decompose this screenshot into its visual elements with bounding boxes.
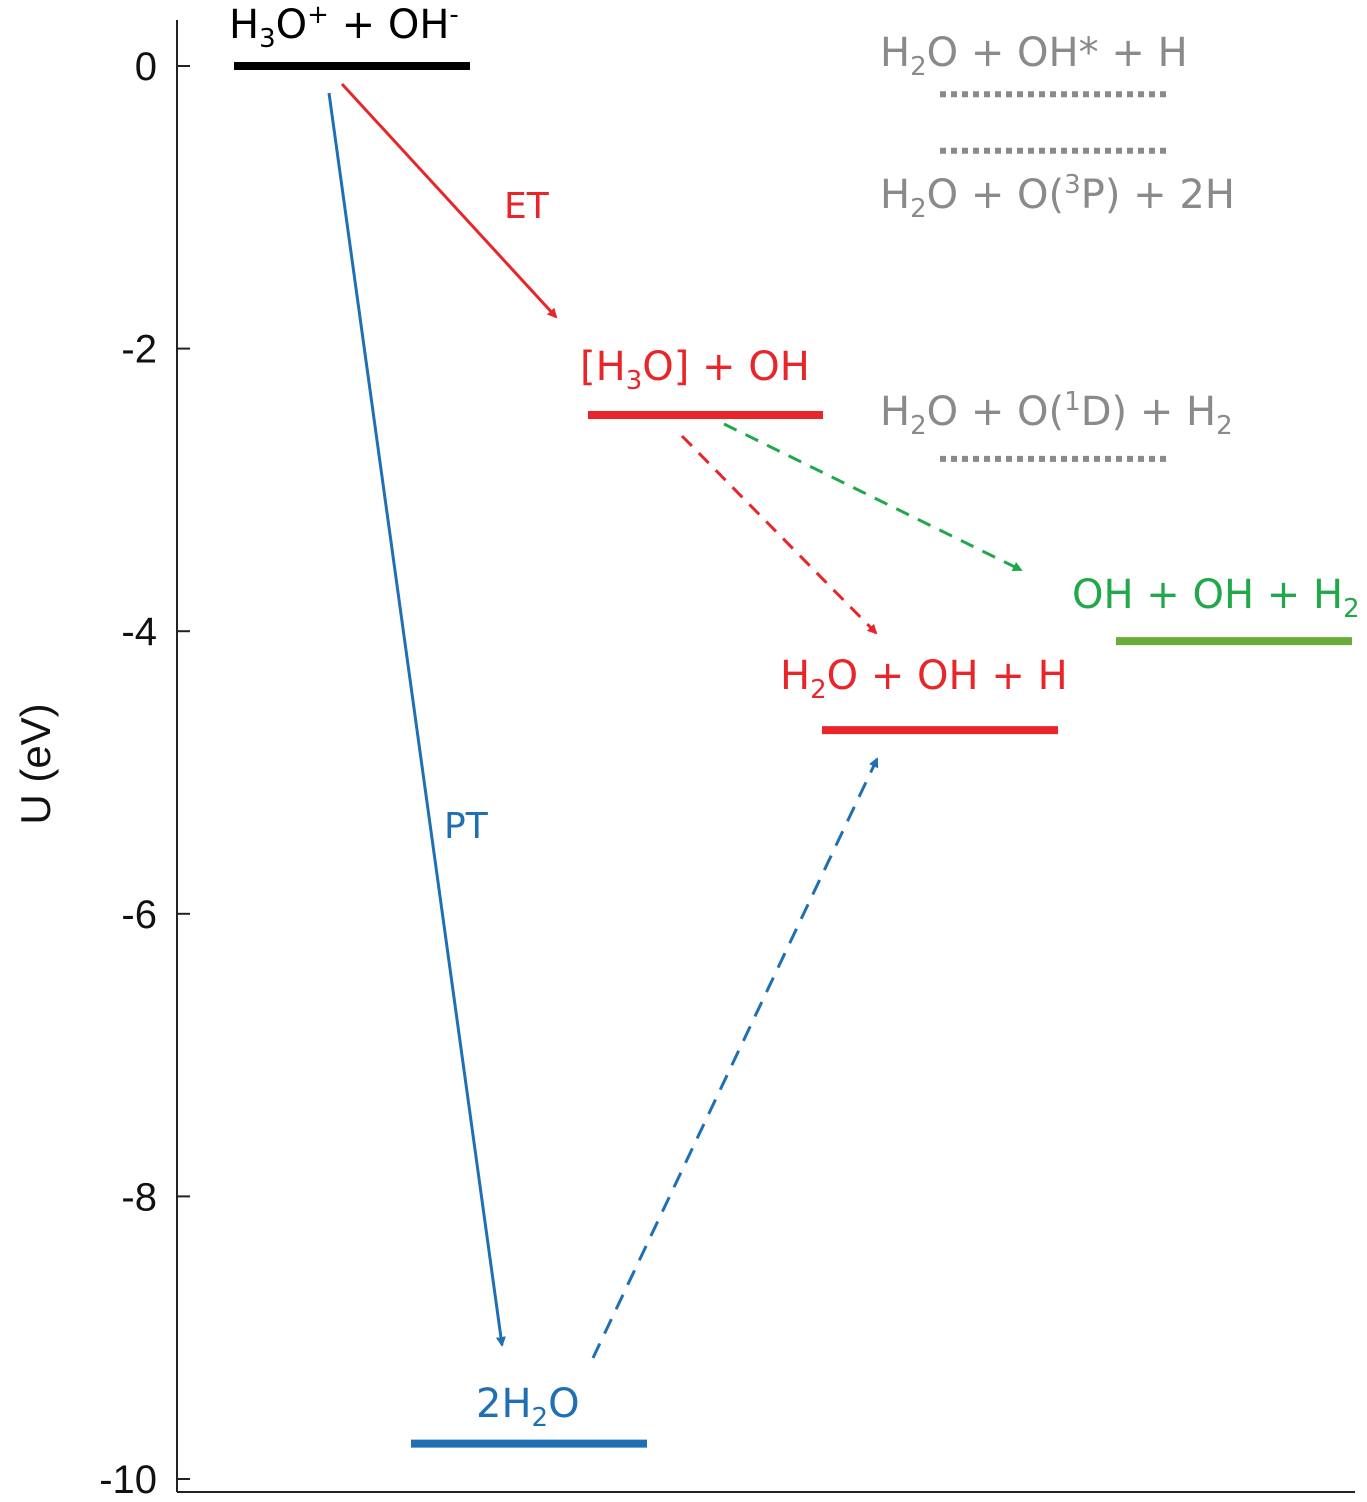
green-dashed-arrow [723,422,1023,572]
energy-levels [234,62,1352,1448]
pt-arrow-label: PT [444,806,489,847]
transition-arrows: ET PT [327,82,1023,1359]
y-tick-label: -10 [99,1458,157,1502]
label-h2o-o3p-2h: H2​O + O(3​P) + 2H [880,170,1235,224]
et-arrow-label: ET [504,186,550,227]
y-ticks: 0 -2 -4 -6 -8 -10 [99,45,190,1502]
y-tick-label: -2 [121,328,157,372]
y-tick-label: -6 [121,893,157,937]
level-labels: H3​O+​ + OH-​ [H3​O] + OH H2​O + OH + H … [229,0,1360,1433]
y-tick-label: 0 [135,45,157,89]
label-h2o-oh-star-h: H2​O + OH* + H [880,30,1188,82]
axes [176,20,1355,1493]
label-2h2o: 2H2​O [476,1381,580,1433]
y-tick-label: -4 [121,610,157,654]
blue-dashed-arrow [591,757,879,1359]
red-dashed-arrow [680,434,878,635]
pt-arrow [327,92,506,1347]
label-h2o-oh-h: H2​O + OH + H [780,653,1068,705]
label-h3o-oh: H3​O+​ + OH-​ [229,0,459,54]
label-oh-oh-h2: OH + OH + H2​ [1072,572,1360,624]
y-tick-label: -8 [121,1175,157,1219]
y-axis-label: U (eV) [12,703,59,824]
et-arrow [340,82,558,319]
label-h3o-radical-oh: [H3​O] + OH [580,344,810,396]
label-h2o-o1d-h2: H2​O + O(1​D) + H2​ [880,387,1233,441]
